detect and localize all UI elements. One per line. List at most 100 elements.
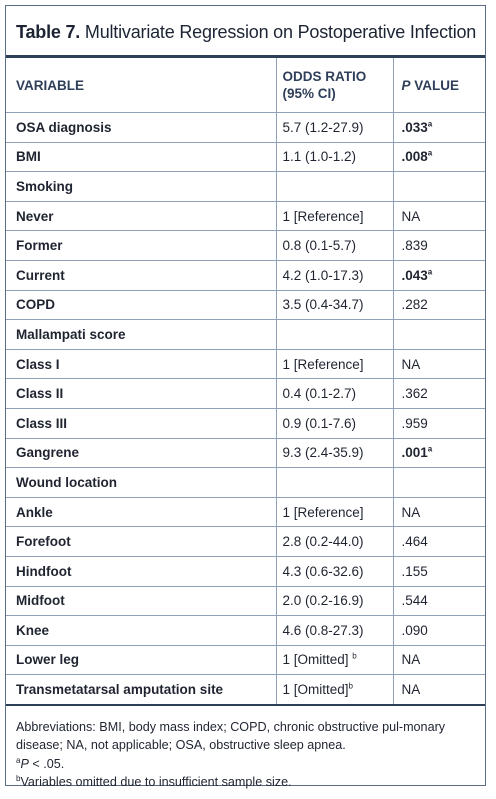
header-p-rest: VALUE — [410, 77, 460, 93]
p-value: NA — [401, 504, 421, 520]
cell-p-value: .464 — [392, 526, 485, 557]
table-row: Forefoot 2.8 (0.2-44.0) .464 — [6, 526, 485, 557]
table-row: Gangrene 9.3 (2.4-35.9) .001a — [6, 438, 485, 469]
odds-ratio-value: 5.7 (1.2-27.9) — [282, 119, 364, 135]
p-value: .090 — [401, 622, 428, 638]
cell-p-value — [392, 467, 485, 498]
cell-p-value: .001a — [392, 438, 485, 469]
p-value: NA — [401, 682, 421, 698]
header-p-italic: P — [401, 77, 411, 93]
cell-variable: Mallampati score — [6, 319, 276, 350]
cell-variable: Wound location — [6, 467, 276, 498]
p-value: .155 — [401, 563, 428, 579]
p-value: .033 — [401, 119, 428, 135]
p-value: .282 — [401, 297, 428, 313]
table-panel: Table 7. Multivariate Regression on Post… — [5, 5, 486, 789]
cell-variable: Ankle — [6, 497, 276, 528]
table-row: Class I 1 [Reference] NA — [6, 349, 485, 380]
cell-variable: Knee — [6, 615, 276, 646]
odds-ratio-value: 1.1 (1.0-1.2) — [282, 149, 357, 165]
table-row: Midfoot 2.0 (0.2-16.9) .544 — [6, 586, 485, 617]
cell-variable: Class III — [6, 408, 276, 439]
cell-odds-ratio: 5.7 (1.2-27.9) — [275, 112, 393, 143]
table-title: Table 7. Multivariate Regression on Post… — [16, 22, 476, 43]
cell-variable: Lower leg — [6, 645, 276, 676]
cell-odds-ratio — [275, 171, 393, 202]
table-row: Mallampati score — [6, 319, 485, 350]
cell-variable: Gangrene — [6, 438, 276, 469]
odds-ratio-value: 0.8 (0.1-5.7) — [282, 238, 357, 254]
footnote-a-italic: P — [20, 757, 29, 771]
cell-variable: Former — [6, 230, 276, 261]
cell-odds-ratio: 2.8 (0.2-44.0) — [275, 526, 393, 557]
header-odds-ratio: ODDS RATIO (95% CI) — [275, 58, 393, 113]
cell-variable: Forefoot — [6, 526, 276, 557]
p-value: .544 — [401, 593, 428, 609]
cell-odds-ratio: 1 [Reference] — [275, 201, 393, 232]
p-value: .043 — [401, 267, 428, 283]
odds-ratio-value: 1 [Omitted] — [282, 682, 349, 698]
p-value: .839 — [401, 238, 428, 254]
odds-ratio-value: 1 [Reference] — [282, 208, 364, 224]
odds-ratio-value: 4.6 (0.8-27.3) — [282, 622, 364, 638]
footnote-a: aP < .05. — [16, 755, 64, 773]
table-row: Knee 4.6 (0.8-27.3) .090 — [6, 615, 485, 646]
cell-odds-ratio: 0.4 (0.1-2.7) — [275, 378, 393, 409]
p-value: .001 — [401, 445, 428, 461]
table-row: Ankle 1 [Reference] NA — [6, 497, 485, 528]
table-row: Smoking — [6, 171, 485, 202]
cell-p-value: NA — [392, 349, 485, 380]
table-row: COPD 3.5 (0.4-34.7) .282 — [6, 290, 485, 321]
cell-variable: Class II — [6, 378, 276, 409]
table-row: BMI 1.1 (1.0-1.2) .008a — [6, 142, 485, 173]
footnote-b-mark: b — [16, 773, 21, 783]
table-header-row: VARIABLE ODDS RATIO (95% CI) P VALUE — [6, 58, 485, 113]
cell-p-value: .090 — [392, 615, 485, 646]
cell-odds-ratio: 0.8 (0.1-5.7) — [275, 230, 393, 261]
cell-variable: Hindfoot — [6, 556, 276, 587]
odds-ratio-value: 2.8 (0.2-44.0) — [282, 534, 364, 550]
cell-p-value: .839 — [392, 230, 485, 261]
cell-odds-ratio — [275, 319, 393, 350]
footnote-a-mark: a — [16, 755, 21, 765]
p-value-footnote-mark: a — [427, 148, 433, 158]
cell-p-value: NA — [392, 497, 485, 528]
cell-odds-ratio: 4.3 (0.6-32.6) — [275, 556, 393, 587]
cell-p-value: .362 — [392, 378, 485, 409]
odds-ratio-value: 3.5 (0.4-34.7) — [282, 297, 364, 313]
p-value-footnote-mark: a — [427, 444, 433, 454]
p-value: .464 — [401, 534, 428, 550]
cell-variable: Transmetatarsal amputation site — [6, 674, 276, 706]
cell-odds-ratio: 0.9 (0.1-7.6) — [275, 408, 393, 439]
cell-p-value: NA — [392, 201, 485, 232]
table-row: Lower leg 1 [Omitted] b NA — [6, 645, 485, 676]
cell-p-value: NA — [392, 674, 485, 706]
cell-p-value: .008a — [392, 142, 485, 173]
table-row: Hindfoot 4.3 (0.6-32.6) .155 — [6, 556, 485, 587]
table-row: Class II 0.4 (0.1-2.7) .362 — [6, 378, 485, 409]
odds-ratio-footnote-mark: b — [348, 681, 353, 691]
odds-ratio-value: 0.4 (0.1-2.7) — [282, 386, 357, 402]
cell-odds-ratio: 3.5 (0.4-34.7) — [275, 290, 393, 321]
cell-odds-ratio: 2.0 (0.2-16.9) — [275, 586, 393, 617]
odds-ratio-value: 1 [Reference] — [282, 356, 364, 372]
cell-p-value: .959 — [392, 408, 485, 439]
p-value: NA — [401, 652, 421, 668]
p-value: NA — [401, 356, 421, 372]
cell-variable: Smoking — [6, 171, 276, 202]
cell-p-value: NA — [392, 645, 485, 676]
cell-variable: Never — [6, 201, 276, 232]
p-value-footnote-mark: a — [427, 119, 433, 129]
cell-variable: COPD — [6, 290, 276, 321]
cell-variable: Class I — [6, 349, 276, 380]
odds-ratio-value: 9.3 (2.4-35.9) — [282, 445, 364, 461]
odds-ratio-value: 0.9 (0.1-7.6) — [282, 415, 357, 431]
cell-p-value: .043a — [392, 260, 485, 291]
cell-variable: OSA diagnosis — [6, 112, 276, 143]
footnote-a-text: < .05. — [28, 757, 65, 771]
footnote-abbreviations: Abbreviations: BMI, body mass index; COP… — [16, 720, 446, 752]
cell-p-value: .282 — [392, 290, 485, 321]
odds-ratio-value: 2.0 (0.2-16.9) — [282, 593, 364, 609]
p-value: .362 — [401, 386, 428, 402]
p-value-footnote-mark: a — [427, 267, 433, 277]
